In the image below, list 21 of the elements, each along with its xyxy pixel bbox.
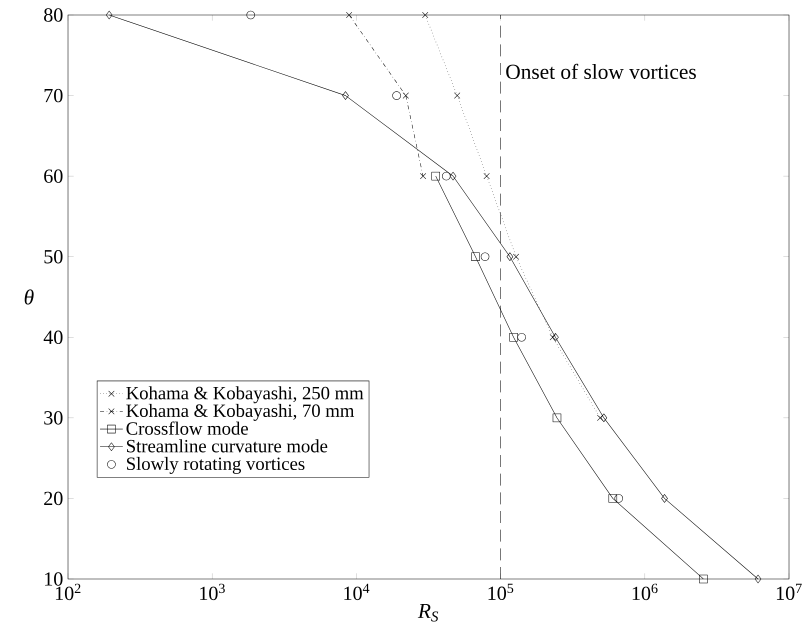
x-tick-label: 10$^{4}$: [344, 584, 370, 600]
y-tick-label: 10: [45, 572, 63, 586]
y-tick-label: 20: [44, 492, 63, 506]
legend-label: Slowly rotating vortices: [126, 456, 304, 474]
x-tick-label: 10$^{7}$: [776, 584, 802, 600]
y-tick-label: 60: [44, 169, 63, 183]
x-tick-label: 10$^{3}$: [200, 584, 225, 600]
y-tick-label: 30: [44, 411, 63, 425]
x-tick-label: 10$^{5}$: [488, 584, 514, 600]
y-tick-label: 40: [44, 330, 63, 344]
legend-label: Kohama & Kobayashi, 250 mm: [126, 386, 364, 404]
x-axis-title: R$_{S}$: [418, 604, 438, 622]
y-tick-label: 80: [44, 8, 63, 22]
y-tick-label: 50: [44, 250, 63, 264]
y-tick-label: 70: [44, 88, 63, 102]
x-tick-label: 10$^{6}$: [632, 584, 658, 600]
y-axis-title: θ: [24, 289, 34, 305]
legend-label: Streamline curvature mode: [126, 439, 328, 452]
legend-label: Kohama & Kobayashi, 70 mm: [126, 404, 354, 421]
ref-line-label: Onset of slow vortices: [506, 64, 696, 80]
legend-label: Crossflow mode: [126, 421, 248, 435]
